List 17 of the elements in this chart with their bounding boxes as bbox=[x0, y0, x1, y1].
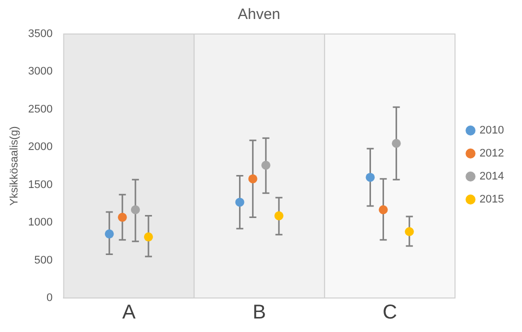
legend-label: 2014 bbox=[480, 170, 504, 183]
y-tick-label: 2000 bbox=[28, 141, 53, 154]
y-tick-label: 1000 bbox=[28, 216, 53, 229]
y-tick-label: 3000 bbox=[28, 66, 53, 78]
x-tick-label: A bbox=[122, 302, 136, 324]
y-axis-title: Yksikkösaalis(g) bbox=[8, 126, 21, 206]
y-tick-label: 0 bbox=[46, 292, 53, 304]
y-tick-label: 2500 bbox=[28, 103, 53, 116]
y-tick-label: 500 bbox=[34, 254, 53, 266]
x-tick-label: B bbox=[252, 302, 266, 324]
x-tick-label: C bbox=[382, 302, 398, 324]
chart-title: Ahven bbox=[238, 6, 280, 24]
legend-label: 2015 bbox=[480, 194, 504, 206]
y-tick-label: 3500 bbox=[28, 28, 53, 40]
y-tick-label: 1500 bbox=[28, 178, 53, 191]
legend-label: 2010 bbox=[480, 124, 504, 137]
legend-label: 2012 bbox=[480, 148, 504, 160]
